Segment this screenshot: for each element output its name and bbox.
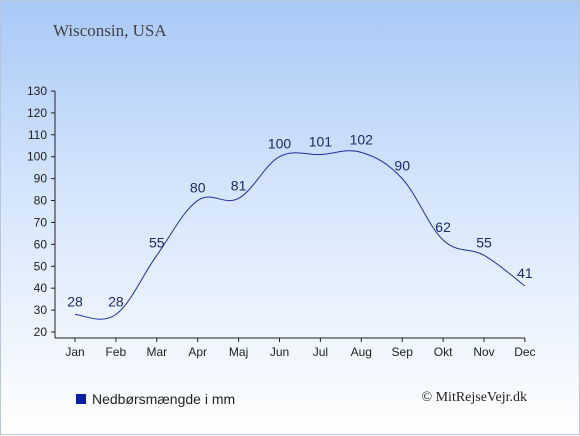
credit-text: © MitRejseVejr.dk xyxy=(421,390,527,405)
y-tick-label: 100 xyxy=(27,150,47,164)
data-label: 41 xyxy=(517,265,533,281)
y-tick-label: 120 xyxy=(27,106,47,120)
y-tick-label: 30 xyxy=(34,303,48,317)
data-labels: 28 28 55 80 81 100 101 102 90 62 55 41 xyxy=(67,131,533,309)
data-label: 80 xyxy=(190,180,206,196)
y-tick-label: 40 xyxy=(34,281,48,295)
y-tick-label: 90 xyxy=(34,172,48,186)
x-tick-label: Maj xyxy=(229,345,248,359)
y-tick-label: 20 xyxy=(34,325,48,339)
x-tick-label: Nov xyxy=(473,345,494,359)
legend-swatch xyxy=(76,394,86,404)
x-axis-ticks: Jan Feb Mar Apr Maj Jun Jul Aug Sep Okt Nov Dec xyxy=(65,338,536,359)
y-axis-ticks: 20 30 40 50 60 70 80 90 100 110 120 130 xyxy=(27,84,55,339)
x-tick-label: Apr xyxy=(188,345,207,359)
data-label: 100 xyxy=(268,136,292,152)
y-tick-label: 50 xyxy=(34,259,48,273)
x-tick-label: Okt xyxy=(434,345,453,359)
data-label: 102 xyxy=(350,131,374,147)
data-label: 28 xyxy=(67,293,83,309)
data-label: 90 xyxy=(394,158,410,174)
location-title: Wisconsin, USA xyxy=(53,21,167,40)
x-tick-label: Mar xyxy=(146,345,167,359)
data-label: 81 xyxy=(231,177,247,193)
data-label: 101 xyxy=(309,134,333,150)
data-label: 55 xyxy=(476,234,492,250)
legend-label: Nedbørsmængde i mm xyxy=(92,391,236,407)
x-tick-label: Jan xyxy=(65,345,84,359)
legend: Nedbørsmængde i mm xyxy=(76,391,235,407)
x-tick-label: Sep xyxy=(392,345,414,359)
x-tick-label: Aug xyxy=(351,345,372,359)
data-label: 28 xyxy=(108,293,124,309)
axes xyxy=(54,91,525,339)
y-tick-label: 70 xyxy=(34,215,48,229)
y-tick-label: 130 xyxy=(27,84,47,98)
y-tick-label: 110 xyxy=(28,128,47,142)
x-tick-label: Feb xyxy=(106,345,127,359)
x-tick-label: Jun xyxy=(270,345,289,359)
y-tick-label: 80 xyxy=(34,194,48,208)
precipitation-line xyxy=(74,150,526,320)
data-label: 55 xyxy=(149,234,165,250)
x-tick-label: Jul xyxy=(313,345,328,359)
data-label: 62 xyxy=(435,219,451,235)
y-tick-label: 60 xyxy=(34,237,48,251)
x-tick-label: Dec xyxy=(514,345,535,359)
